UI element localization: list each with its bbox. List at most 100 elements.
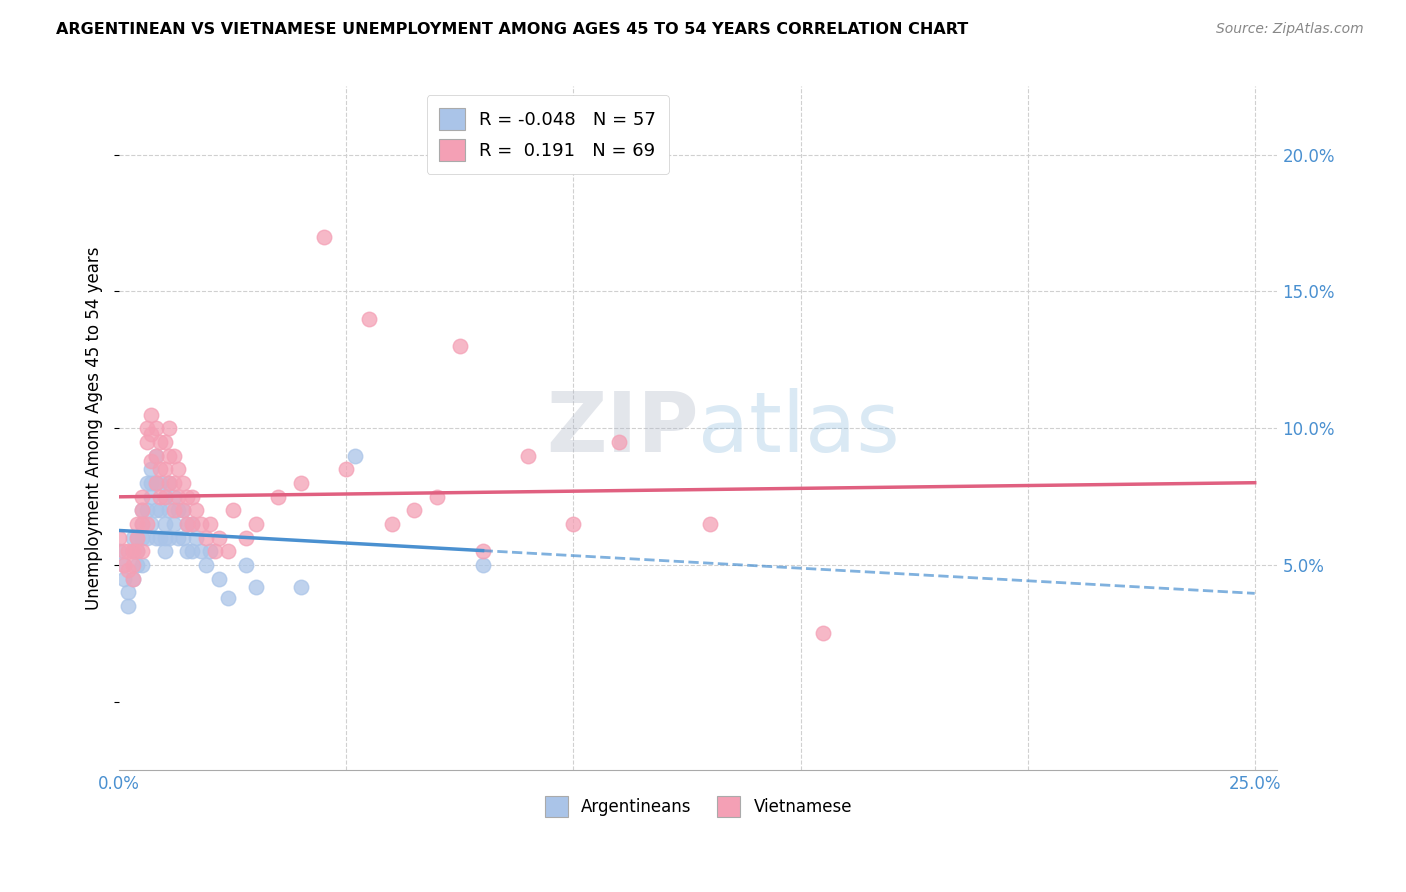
Point	[149, 490, 172, 504]
Point	[813, 626, 835, 640]
Point	[153, 462, 176, 476]
Point	[135, 531, 157, 545]
Point	[167, 490, 190, 504]
Point	[139, 426, 162, 441]
Point	[181, 516, 204, 531]
Point	[312, 229, 335, 244]
Point	[149, 475, 172, 490]
Point	[135, 475, 157, 490]
Point	[167, 531, 190, 545]
Point	[145, 449, 167, 463]
Point	[131, 516, 153, 531]
Point	[562, 516, 585, 531]
Point	[194, 531, 217, 545]
Point	[153, 490, 176, 504]
Point	[131, 558, 153, 572]
Point	[117, 585, 139, 599]
Point	[404, 503, 426, 517]
Point	[235, 558, 257, 572]
Point	[181, 516, 204, 531]
Point	[145, 531, 167, 545]
Point	[117, 599, 139, 613]
Point	[139, 462, 162, 476]
Point	[176, 544, 198, 558]
Point	[131, 544, 153, 558]
Point	[127, 531, 149, 545]
Point	[122, 572, 145, 586]
Point	[163, 516, 186, 531]
Point	[131, 531, 153, 545]
Text: atlas: atlas	[699, 388, 900, 468]
Point	[153, 516, 176, 531]
Point	[135, 516, 157, 531]
Point	[181, 544, 204, 558]
Point	[122, 544, 145, 558]
Point	[235, 531, 257, 545]
Point	[153, 531, 176, 545]
Point	[127, 516, 149, 531]
Text: ARGENTINEAN VS VIETNAMESE UNEMPLOYMENT AMONG AGES 45 TO 54 YEARS CORRELATION CHA: ARGENTINEAN VS VIETNAMESE UNEMPLOYMENT A…	[56, 22, 969, 37]
Point	[139, 516, 162, 531]
Point	[157, 475, 180, 490]
Point	[163, 503, 186, 517]
Text: ZIP: ZIP	[546, 388, 699, 468]
Point	[208, 572, 231, 586]
Point	[208, 531, 231, 545]
Point	[471, 544, 494, 558]
Point	[131, 503, 153, 517]
Point	[149, 462, 172, 476]
Point	[222, 503, 245, 517]
Point	[108, 544, 131, 558]
Point	[167, 462, 190, 476]
Point	[176, 516, 198, 531]
Point	[186, 503, 208, 517]
Point	[112, 558, 135, 572]
Text: Source: ZipAtlas.com: Source: ZipAtlas.com	[1216, 22, 1364, 37]
Point	[176, 490, 198, 504]
Point	[127, 531, 149, 545]
Point	[157, 531, 180, 545]
Point	[198, 516, 221, 531]
Point	[139, 475, 162, 490]
Point	[139, 454, 162, 468]
Point	[176, 516, 198, 531]
Point	[344, 449, 367, 463]
Point	[267, 490, 290, 504]
Point	[449, 339, 471, 353]
Point	[357, 311, 380, 326]
Point	[290, 475, 312, 490]
Point	[112, 558, 135, 572]
Point	[172, 475, 194, 490]
Point	[153, 490, 176, 504]
Point	[157, 449, 180, 463]
Point	[186, 531, 208, 545]
Point	[139, 490, 162, 504]
Point	[163, 475, 186, 490]
Point	[149, 434, 172, 449]
Point	[127, 544, 149, 558]
Point	[131, 516, 153, 531]
Point	[167, 503, 190, 517]
Point	[172, 503, 194, 517]
Point	[153, 544, 176, 558]
Point	[122, 558, 145, 572]
Point	[245, 580, 267, 594]
Point	[290, 580, 312, 594]
Point	[245, 516, 267, 531]
Point	[127, 558, 149, 572]
Point	[131, 490, 153, 504]
Point	[198, 544, 221, 558]
Point	[181, 490, 204, 504]
Point	[112, 572, 135, 586]
Point	[145, 475, 167, 490]
Point	[699, 516, 721, 531]
Point	[217, 544, 239, 558]
Point	[157, 421, 180, 435]
Point	[117, 563, 139, 577]
Point	[163, 490, 186, 504]
Point	[163, 449, 186, 463]
Point	[131, 503, 153, 517]
Y-axis label: Unemployment Among Ages 45 to 54 years: Unemployment Among Ages 45 to 54 years	[86, 246, 103, 610]
Point	[127, 544, 149, 558]
Point	[122, 544, 145, 558]
